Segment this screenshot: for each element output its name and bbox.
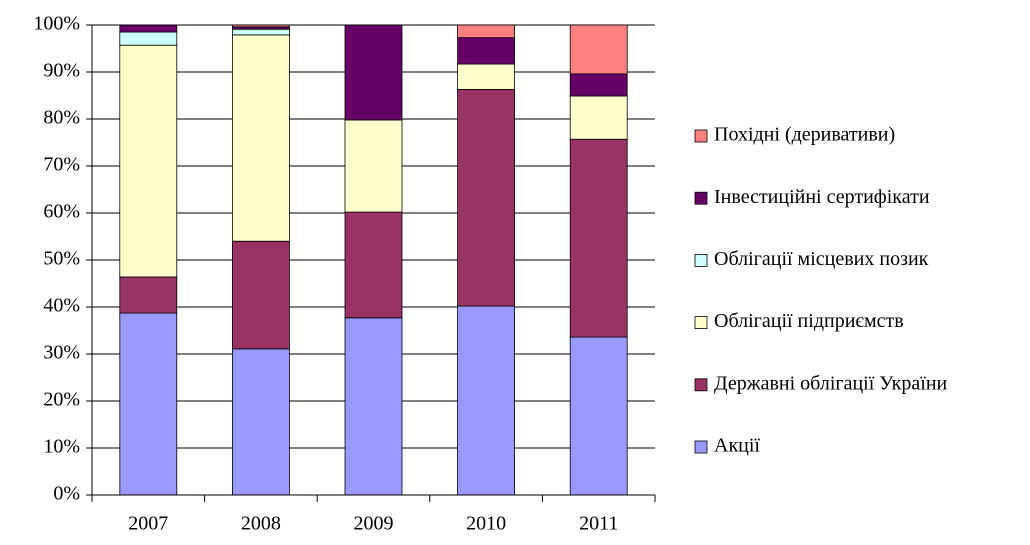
bar-segment [457, 88, 516, 307]
y-tick-label: 30% [43, 342, 80, 364]
bar-segment [119, 276, 178, 314]
bar-segment [569, 24, 628, 75]
x-tick-label: 2009 [354, 513, 394, 535]
bar-segment [231, 348, 290, 496]
legend-label: Облігації підприємств [714, 310, 904, 332]
legend-label: Державні облігації України [714, 372, 948, 394]
bar-segment [457, 37, 516, 65]
bar-segment [119, 24, 178, 33]
x-tick-label: 2008 [241, 513, 281, 535]
bar-segment [569, 95, 628, 140]
bar-segment [344, 317, 403, 496]
legend-swatch [694, 253, 708, 267]
y-tick-label: 90% [43, 60, 80, 82]
y-tick-label: 0% [53, 483, 80, 505]
bar-segment [231, 34, 290, 242]
legend-label: Облігації місцевих позик [714, 248, 929, 270]
legend-swatch [694, 378, 708, 392]
bar-segment [344, 119, 403, 213]
x-tick-label: 2010 [466, 513, 506, 535]
y-tick-label: 100% [33, 13, 80, 35]
bar-segment [231, 240, 290, 350]
legend-swatch [694, 440, 708, 454]
bar-segment [457, 305, 516, 496]
y-tick-label: 70% [43, 154, 80, 176]
y-tick-label: 80% [43, 107, 80, 129]
x-tick-label: 2011 [579, 513, 618, 535]
y-tick-label: 10% [43, 436, 80, 458]
y-tick-label: 50% [43, 248, 80, 270]
x-tick-label: 2007 [128, 513, 168, 535]
bar-segment [457, 63, 516, 90]
legend-swatch [694, 316, 708, 330]
bar-segment [569, 138, 628, 338]
bar-segment [231, 28, 290, 36]
bar-segment [344, 24, 403, 121]
legend-label: Інвестиційні сертифікати [714, 186, 930, 208]
legend-label: Похідні (деривативи) [714, 124, 895, 146]
bar-segment [231, 24, 290, 28]
bar-segment [569, 73, 628, 97]
legend-swatch [694, 191, 708, 205]
y-tick-label: 60% [43, 201, 80, 223]
bar-segment [344, 211, 403, 319]
bar-segment [119, 44, 178, 278]
y-tick-label: 40% [43, 295, 80, 317]
bar-segment [119, 312, 178, 496]
y-tick-label: 20% [43, 389, 80, 411]
legend-swatch [694, 129, 708, 143]
bar-segment [119, 31, 178, 46]
bar-segment [457, 24, 516, 39]
legend-label: Акції [714, 435, 760, 457]
bar-segment [569, 336, 628, 496]
